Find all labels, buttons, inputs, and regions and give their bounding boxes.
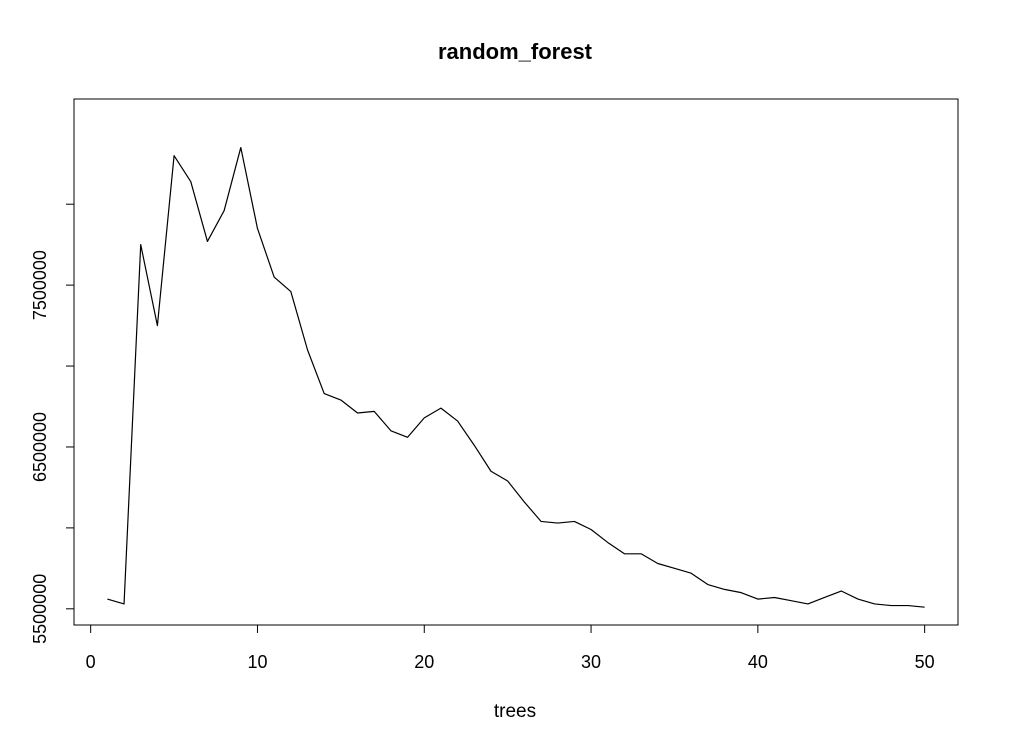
y-tick-label: 5500000 (30, 574, 50, 644)
y-tick-label: 7500000 (30, 250, 50, 320)
x-tick-label: 0 (86, 652, 96, 672)
y-axis-ticks: 5500000 6500000 7500000 (30, 203, 74, 644)
x-axis-ticks: 0 10 20 30 40 50 (86, 625, 935, 672)
x-tick-label: 30 (581, 652, 601, 672)
y-tick-label: 6500000 (30, 412, 50, 482)
plot-frame (73, 98, 959, 626)
chart-title: random_forest (438, 39, 593, 64)
x-tick-label: 40 (748, 652, 768, 672)
x-tick-label: 10 (247, 652, 267, 672)
x-tick-label: 20 (414, 652, 434, 672)
x-axis-label: trees (494, 701, 536, 722)
x-tick-label: 50 (915, 652, 935, 672)
series-line (107, 146, 925, 608)
